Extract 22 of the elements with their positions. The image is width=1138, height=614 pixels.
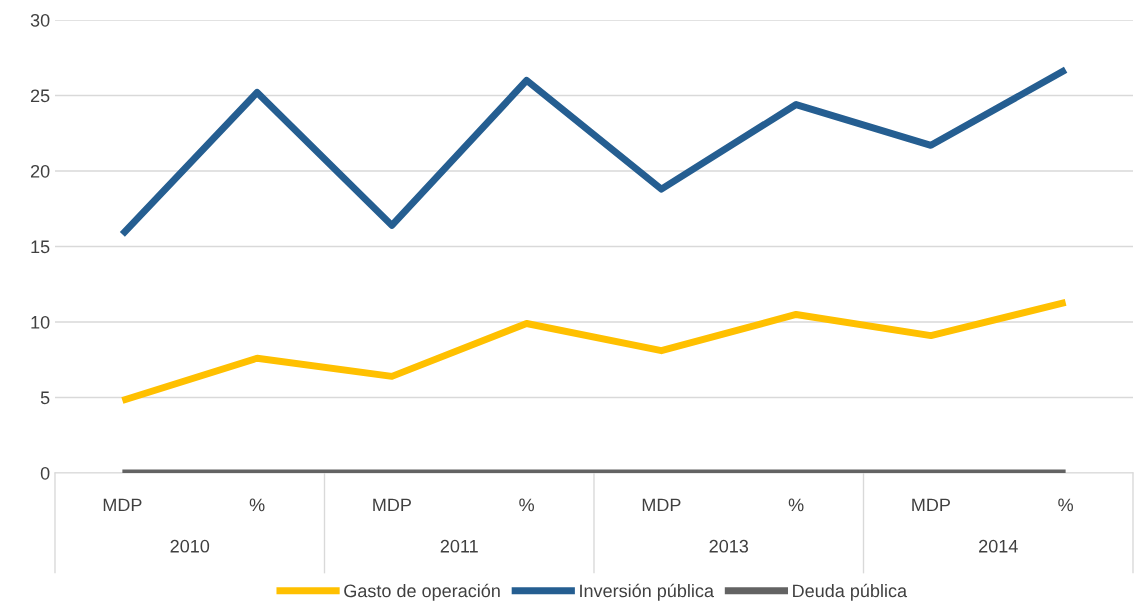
legend-label: Gasto de operación [344,583,500,601]
y-tick-label: 20 [30,164,50,178]
text: 2014 [979,539,1018,553]
x-tick-label: % [249,498,265,512]
y-tick-label: 10 [31,315,50,329]
text: 2010 [170,539,210,553]
text: 2011 [440,539,478,553]
legend-label: Inversión pública [580,583,714,601]
x-tick-label: MDP [912,498,950,512]
x-tick-label: % [788,498,804,512]
y-tick-label: 0 [40,466,50,480]
x-tick-label: MDP [373,498,411,512]
y-tick-label: 5 [40,391,50,405]
x-tick-label: MDP [103,498,142,512]
y-tick-label: 15 [31,240,50,254]
y-tick-label: 30 [30,13,50,27]
x-tick-label: % [1058,498,1074,512]
x-tick-label: % [519,498,535,512]
text: 2013 [709,539,749,553]
y-tick-label: 25 [30,89,50,103]
legend-label: Deuda pública [793,583,908,601]
x-tick-label: MDP [642,498,681,512]
